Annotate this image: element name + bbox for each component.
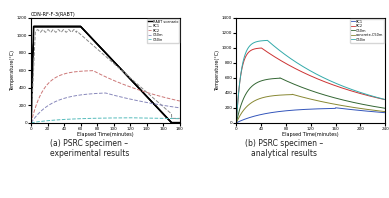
RC1: [329, 107, 333, 110]
Text: (b) PSRC specimen –
analytical results: (b) PSRC specimen – analytical results: [245, 139, 323, 158]
concrete-C50m: [362, 108, 367, 110]
C50in: [347, 88, 352, 90]
concrete-C50m: [383, 110, 387, 113]
C50m: [324, 94, 329, 97]
RC1: [383, 111, 387, 114]
Y-axis label: Temperature(°C): Temperature(°C): [216, 50, 221, 91]
Legend: RABT scenario, RC1, RC2, C50m, C50in: RABT scenario, RC1, RC2, C50m, C50in: [147, 19, 179, 43]
concrete-C50m: [329, 102, 334, 105]
RC2: [234, 122, 239, 124]
C50in: [362, 93, 367, 95]
C50in: [383, 98, 387, 101]
concrete-C50m: [321, 101, 325, 103]
RC2: [329, 83, 334, 85]
C50in: [329, 80, 334, 83]
RC2: [321, 80, 325, 82]
Line: RC1: RC1: [237, 108, 385, 123]
C50m: [321, 93, 325, 96]
Y-axis label: Temperature(°C): Temperature(°C): [10, 50, 15, 91]
RC2: [383, 98, 387, 101]
concrete-C50m: [347, 106, 352, 108]
RC2: [362, 93, 367, 96]
RC2: [324, 81, 329, 84]
Line: concrete-C50m: concrete-C50m: [237, 94, 385, 123]
X-axis label: Elapsed Time(minutes): Elapsed Time(minutes): [282, 132, 339, 137]
RC1: [321, 108, 325, 110]
RC2: [347, 89, 352, 91]
C50m: [362, 104, 367, 106]
C50m: [243, 93, 248, 96]
C50m: [329, 96, 334, 98]
C50in: [234, 122, 239, 124]
RC1: [243, 118, 248, 120]
RC1: [362, 110, 367, 112]
concrete-C50m: [243, 107, 248, 109]
RC1: [324, 107, 329, 110]
C50m: [234, 122, 239, 124]
C50m: [383, 107, 387, 109]
C50in: [324, 78, 329, 80]
Line: RC2: RC2: [237, 48, 385, 123]
RC2: [243, 56, 248, 58]
concrete-C50m: [290, 93, 294, 95]
Line: C50in: C50in: [237, 40, 385, 123]
Legend: RC1, RC2, C50m, concrete-C50m, C50in: RC1, RC2, C50m, concrete-C50m, C50in: [350, 19, 384, 43]
Text: (a) PSRC specimen –
experimental results: (a) PSRC specimen – experimental results: [50, 139, 129, 158]
C50m: [278, 77, 282, 79]
RC1: [333, 107, 338, 109]
C50in: [265, 39, 270, 42]
Line: C50m: C50m: [237, 78, 385, 123]
C50in: [243, 52, 248, 55]
X-axis label: Elapsed Time(minutes): Elapsed Time(minutes): [77, 132, 134, 137]
concrete-C50m: [234, 122, 239, 124]
Text: CON-RF-F-3(RABT): CON-RF-F-3(RABT): [31, 12, 76, 17]
RC1: [234, 122, 239, 124]
RC1: [347, 108, 352, 110]
C50in: [321, 76, 325, 79]
C50m: [347, 100, 352, 103]
RC2: [259, 47, 264, 49]
concrete-C50m: [324, 102, 329, 104]
